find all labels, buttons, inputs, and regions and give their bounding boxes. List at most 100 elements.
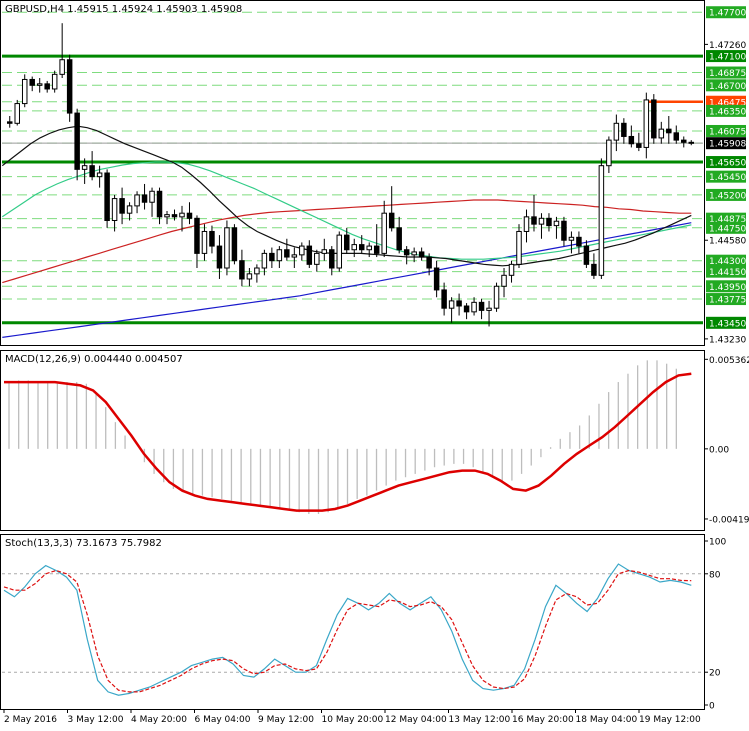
stoch-main-line [3, 563, 692, 696]
candle [111, 194, 118, 232]
price-tag-label: 1.44150 [709, 268, 746, 278]
candle [568, 231, 575, 254]
ma-black-line [1, 125, 692, 267]
candle-body [366, 245, 372, 251]
candle [179, 205, 185, 232]
candle-body [149, 190, 155, 203]
candle-body [51, 73, 58, 90]
candle [134, 191, 140, 214]
candle-body [433, 267, 440, 291]
price-tag-label: 1.46475 [709, 98, 746, 108]
price-axis-ticks: 1.47260 1.44580 1.43230 [704, 41, 746, 345]
candle [126, 202, 133, 221]
price-tag-label: 1.47100 [709, 53, 746, 63]
candle-body [463, 305, 470, 313]
candle-body [613, 122, 620, 141]
price-tag-bg [706, 221, 746, 234]
price-tag-bg [706, 95, 746, 108]
candle-body [134, 194, 140, 207]
candle [433, 260, 440, 298]
stoch-tick-label: 80 [709, 570, 721, 580]
candle-body [396, 227, 402, 251]
candle [36, 78, 43, 93]
candle [366, 242, 372, 258]
x-tick-label: 4 May 20:00 [131, 715, 187, 725]
macd-tick-label: -0.004199 [709, 515, 749, 525]
price-tag-5: 1.46350 [706, 104, 746, 117]
price-tag-label: 1.44875 [709, 215, 746, 225]
price-tag-label: 1.44300 [709, 257, 746, 267]
candle-body [59, 59, 65, 75]
macd-tick-label: 0.00 [709, 445, 729, 455]
time-axis: 2 May 2016 3 May 12:00 4 May 20:00 6 May 04… [3, 709, 701, 725]
candle [14, 99, 20, 126]
candle-body [606, 139, 612, 167]
candle-body [66, 59, 73, 114]
candle-body [688, 141, 695, 144]
candle [576, 231, 582, 254]
stoch-tick-label: 20 [709, 669, 721, 679]
candle-body [314, 252, 320, 265]
price-tag-label: 1.45650 [709, 159, 746, 169]
candle [149, 187, 155, 217]
price-tag-bg [706, 280, 746, 293]
candle-body [321, 249, 328, 254]
candle [411, 247, 417, 263]
candle [688, 140, 695, 146]
candle-body [501, 274, 507, 287]
candle-body [553, 220, 560, 227]
candle-body [471, 301, 477, 313]
candle [381, 200, 387, 258]
candle [29, 76, 35, 92]
candle [239, 249, 245, 287]
candle [606, 136, 612, 173]
price-tag-bg [706, 79, 746, 92]
x-tick-label: 13 May 12:00 [449, 715, 511, 725]
candle-body [344, 234, 350, 251]
candle [231, 224, 238, 265]
price-tag-label: 1.46875 [709, 69, 746, 79]
candle [441, 282, 447, 316]
candle-body [171, 214, 178, 218]
candle-body [658, 128, 665, 139]
price-tick-label: 1.43230 [709, 335, 746, 345]
candle-body [351, 244, 357, 251]
candle-body [516, 230, 522, 265]
x-tick-label: 12 May 04:00 [385, 715, 447, 725]
candle [358, 235, 365, 254]
candle [66, 54, 73, 122]
candle [44, 80, 50, 93]
stoch-tick-label: 100 [709, 538, 726, 548]
price-tag-bg [706, 188, 746, 201]
candle-body [269, 252, 275, 262]
candle-body [261, 252, 268, 269]
candle-body [636, 143, 642, 148]
x-tick-label: 10 May 20:00 [322, 715, 384, 725]
price-tag-2: 1.46875 [706, 66, 746, 79]
price-tick-label: 1.44580 [709, 237, 746, 247]
candle-body [666, 128, 672, 134]
price-tag-12: 1.44750 [706, 221, 746, 234]
candle [209, 225, 215, 254]
candle-body [591, 263, 597, 276]
candle [396, 216, 402, 254]
price-tag-bg [706, 6, 746, 19]
macd-histogram [8, 360, 677, 514]
candle [246, 268, 253, 287]
candle-body [299, 245, 305, 256]
candle [373, 224, 380, 258]
candle [306, 240, 313, 268]
x-tick-label: 16 May 20:00 [512, 715, 574, 725]
candle-body [111, 198, 118, 221]
candle [546, 213, 552, 232]
candle-body [36, 83, 43, 86]
candle-body [96, 172, 103, 178]
candle [643, 92, 650, 159]
price-tag-4: 1.46475 [706, 95, 746, 108]
candle [216, 235, 223, 279]
candle [501, 268, 507, 298]
candle-body [336, 234, 343, 269]
price-tag-label: 1.45908 [709, 140, 746, 150]
x-tick-label: 3 May 12:00 [68, 715, 124, 725]
candle [74, 108, 80, 181]
